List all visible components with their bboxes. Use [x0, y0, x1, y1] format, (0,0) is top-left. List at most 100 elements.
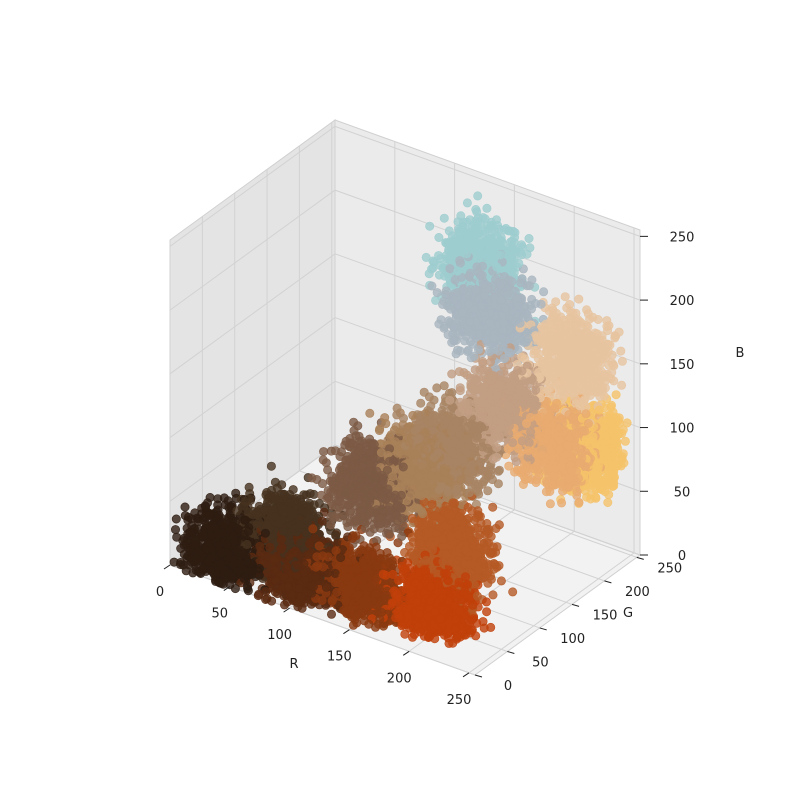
data-point [616, 346, 626, 356]
data-point [508, 243, 518, 253]
data-point [499, 354, 509, 364]
data-point [429, 257, 439, 267]
data-point [571, 316, 581, 326]
data-point [444, 226, 454, 236]
data-point [617, 356, 627, 366]
data-point [484, 235, 494, 245]
data-point [605, 410, 615, 420]
data-point [522, 249, 532, 259]
data-point [485, 357, 495, 367]
data-point [519, 394, 529, 404]
data-point [582, 377, 592, 387]
data-point [567, 466, 577, 476]
grid-line-b [169, 189, 641, 311]
data-point [434, 233, 444, 243]
data-point [463, 260, 473, 270]
data-point [450, 275, 460, 285]
data-point [494, 465, 504, 475]
data-point [568, 308, 578, 318]
data-point [481, 250, 491, 260]
data-point [473, 223, 483, 233]
data-point [609, 361, 619, 371]
data-point [498, 325, 508, 335]
data-point [455, 258, 465, 268]
data-points [169, 191, 632, 648]
data-point [478, 358, 488, 368]
data-point [470, 284, 480, 294]
data-point [531, 385, 541, 395]
data-point [524, 234, 534, 244]
data-point [504, 421, 514, 431]
data-point [542, 348, 552, 358]
data-point [463, 232, 473, 242]
data-point [546, 338, 556, 348]
data-point [597, 343, 607, 353]
data-point [475, 270, 485, 280]
data-point [523, 334, 533, 344]
data-point [515, 318, 525, 328]
data-point [455, 383, 465, 393]
data-point [554, 359, 564, 369]
data-point [560, 292, 570, 302]
data-point [531, 333, 541, 343]
data-point [590, 383, 600, 393]
data-point [446, 304, 456, 314]
data-point [495, 250, 505, 260]
data-point [454, 407, 464, 417]
data-point [590, 358, 600, 368]
data-point [595, 392, 605, 402]
data-point [583, 418, 593, 428]
data-point [494, 346, 504, 356]
data-point [555, 435, 565, 445]
data-point [408, 410, 418, 420]
data-point [462, 198, 472, 208]
data-point [562, 355, 572, 365]
data-point [457, 308, 467, 318]
data-point [478, 279, 488, 289]
data-point [557, 498, 567, 508]
data-point [349, 417, 359, 427]
data-point [581, 409, 591, 419]
data-point [496, 295, 506, 305]
data-point [581, 437, 591, 447]
data-point [588, 344, 598, 354]
data-point [445, 264, 455, 274]
data-point [620, 436, 630, 446]
data-point [549, 324, 559, 334]
data-point [489, 333, 499, 343]
data-point [477, 301, 487, 311]
data-point [444, 245, 454, 255]
data-point [556, 347, 566, 357]
data-point [511, 414, 521, 424]
data-point [444, 316, 454, 326]
data-point [512, 293, 522, 303]
data-point [425, 221, 435, 231]
data-point [568, 412, 578, 422]
data-point [473, 345, 483, 355]
data-point [517, 366, 527, 376]
data-point [464, 299, 474, 309]
data-point [465, 317, 475, 327]
data-point [479, 389, 489, 399]
data-point [517, 274, 527, 284]
data-point [500, 303, 510, 313]
data-point [445, 395, 455, 405]
data-point [594, 405, 604, 415]
data-point [473, 191, 483, 201]
data-point [482, 203, 492, 213]
data-point [574, 497, 584, 507]
data-point [574, 294, 584, 304]
data-point [460, 245, 470, 255]
data-point [534, 367, 544, 377]
data-point [468, 329, 478, 339]
data-point [574, 383, 584, 393]
grid-line-g [298, 145, 605, 582]
data-point [603, 497, 613, 507]
data-point [583, 365, 593, 375]
data-point [501, 224, 511, 234]
data-point [572, 487, 582, 497]
data-point [570, 366, 580, 376]
data-point [434, 319, 444, 329]
data-point [575, 457, 585, 467]
